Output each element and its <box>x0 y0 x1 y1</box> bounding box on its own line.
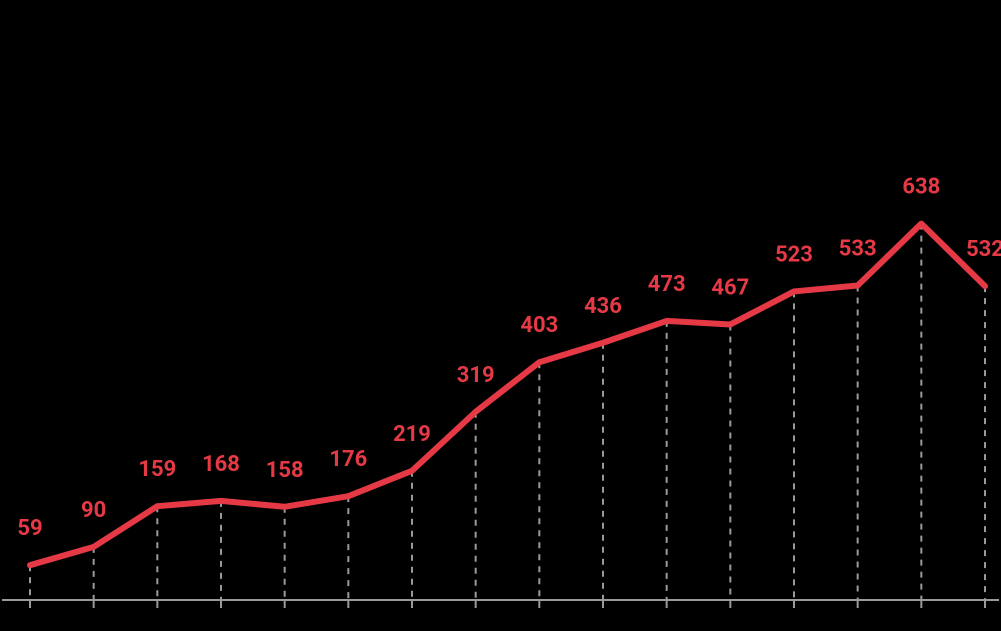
value-label: 473 <box>648 272 686 297</box>
value-label: 467 <box>711 275 749 300</box>
value-label: 638 <box>902 175 940 200</box>
value-label: 159 <box>138 457 176 482</box>
chart-svg: 59 90 159 168 158 176 219 319 403 436 473 467 523 533… <box>0 0 1001 631</box>
value-label: 219 <box>393 422 431 447</box>
line-chart: 59 90 159 168 158 176 219 319 403 436 473 467 523 533… <box>0 0 1001 631</box>
value-label: 319 <box>457 363 495 388</box>
value-label: 158 <box>266 458 304 483</box>
value-label: 533 <box>839 237 877 262</box>
value-label: 59 <box>17 516 42 541</box>
value-label: 532 <box>966 237 1001 262</box>
value-label: 403 <box>520 313 558 338</box>
value-label: 176 <box>329 447 367 472</box>
value-label: 168 <box>202 452 240 477</box>
value-label: 436 <box>584 294 622 319</box>
value-label: 523 <box>775 242 813 267</box>
series-line <box>30 224 985 566</box>
value-label: 90 <box>81 498 106 523</box>
